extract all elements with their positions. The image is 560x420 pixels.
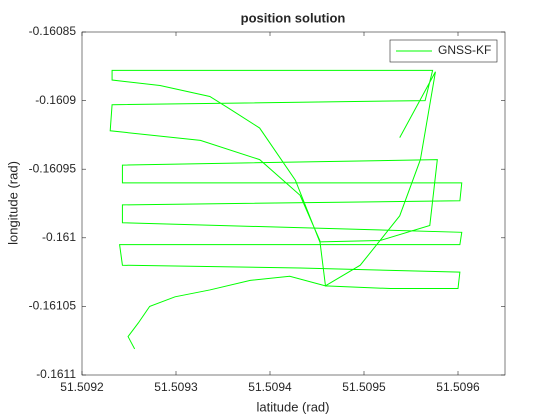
data-line bbox=[109, 69, 463, 350]
legend-label: GNSS-KF bbox=[438, 43, 491, 57]
y-tick-label: -0.1609 bbox=[35, 93, 76, 107]
chart-title: position solution bbox=[241, 10, 346, 25]
x-tick-label: 51.5095 bbox=[342, 380, 386, 394]
y-axis-label: longitude (rad) bbox=[5, 161, 20, 245]
x-tick-label: 51.5094 bbox=[248, 380, 292, 394]
x-tick-label: 51.5096 bbox=[436, 380, 480, 394]
y-tick-label: -0.16085 bbox=[29, 24, 77, 38]
legend-box bbox=[389, 39, 498, 63]
x-tick-label: 51.5092 bbox=[60, 380, 104, 394]
y-tick-label: -0.161 bbox=[42, 230, 76, 244]
y-tick-label: -0.16105 bbox=[29, 299, 77, 313]
x-tick-label: 51.5093 bbox=[154, 380, 198, 394]
y-tick-label: -0.1611 bbox=[36, 367, 76, 381]
plot-area bbox=[81, 31, 506, 376]
x-axis-label: latitude (rad) bbox=[257, 399, 330, 414]
y-tick-label: -0.16095 bbox=[29, 161, 77, 175]
